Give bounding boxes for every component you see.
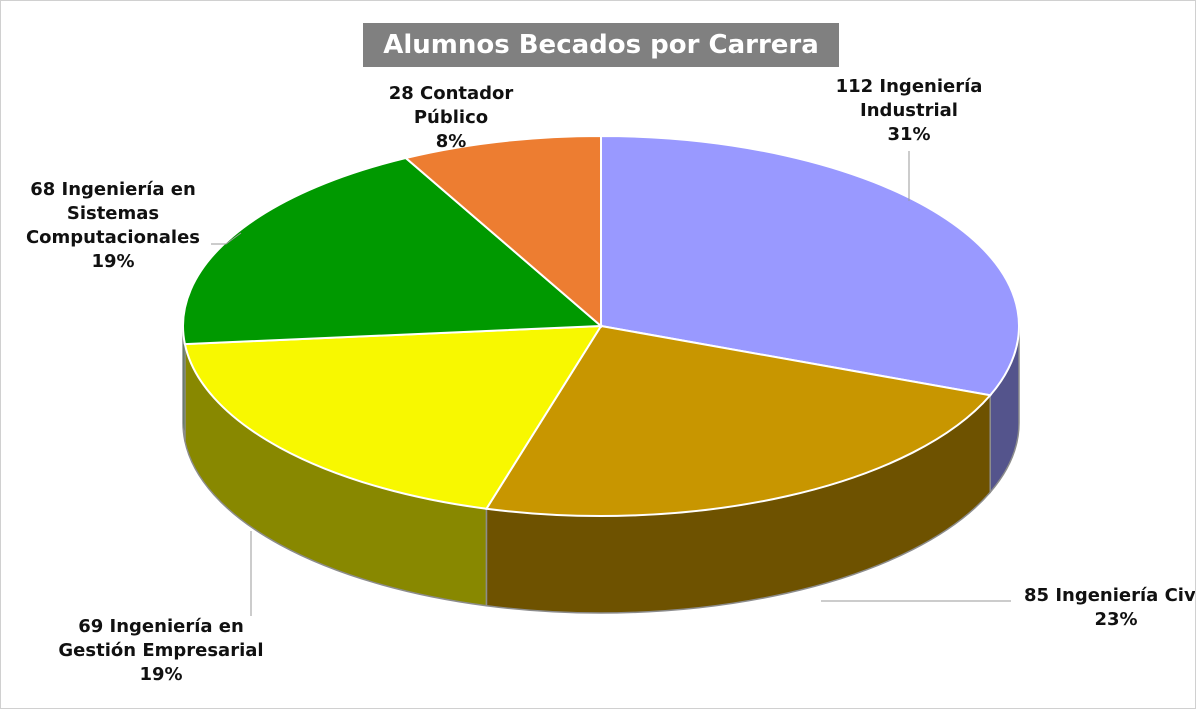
data-label: 28 Contador Público 8% bbox=[366, 82, 536, 154]
slice bbox=[182, 156, 604, 346]
percent-label: 23% bbox=[1094, 609, 1138, 630]
data-label: 85 Ingeniería Civil 23% bbox=[1011, 584, 1196, 632]
category-label: Ingeniería Civil bbox=[1055, 585, 1196, 606]
data-label: 69 Ingeniería en Gestión Empresarial 19% bbox=[46, 615, 276, 687]
slice bbox=[183, 324, 603, 510]
slice bbox=[600, 134, 1020, 397]
value-label: 112 bbox=[835, 76, 874, 97]
slice bbox=[484, 324, 993, 517]
percent-label: 31% bbox=[887, 124, 931, 145]
value-label: 69 bbox=[78, 616, 104, 637]
leader-lines bbox=[211, 151, 1011, 616]
sides bbox=[182, 325, 1020, 614]
value-label: 68 bbox=[30, 179, 56, 200]
chart-title: Alumnos Becados por Carrera bbox=[363, 23, 839, 67]
leader-line bbox=[211, 232, 242, 245]
value-label: 85 bbox=[1023, 585, 1050, 606]
percent-label: 19% bbox=[91, 251, 135, 272]
category-label: Ingeniería en Sistemas Computacionales bbox=[25, 179, 201, 248]
category-label: Ingeniería en Gestión Empresarial bbox=[58, 616, 264, 661]
category-label: Contador Público bbox=[413, 83, 514, 128]
percent-label: 19% bbox=[139, 664, 183, 685]
percent-label: 8% bbox=[435, 131, 467, 152]
tops bbox=[182, 134, 1020, 517]
data-label: 68 Ingeniería en Sistemas Computacionale… bbox=[1, 178, 228, 274]
data-label: 112 Ingeniería Industrial 31% bbox=[809, 75, 1009, 147]
value-label: 28 bbox=[388, 83, 414, 104]
category-label: Ingeniería Industrial bbox=[860, 76, 983, 121]
slice bbox=[403, 134, 602, 329]
